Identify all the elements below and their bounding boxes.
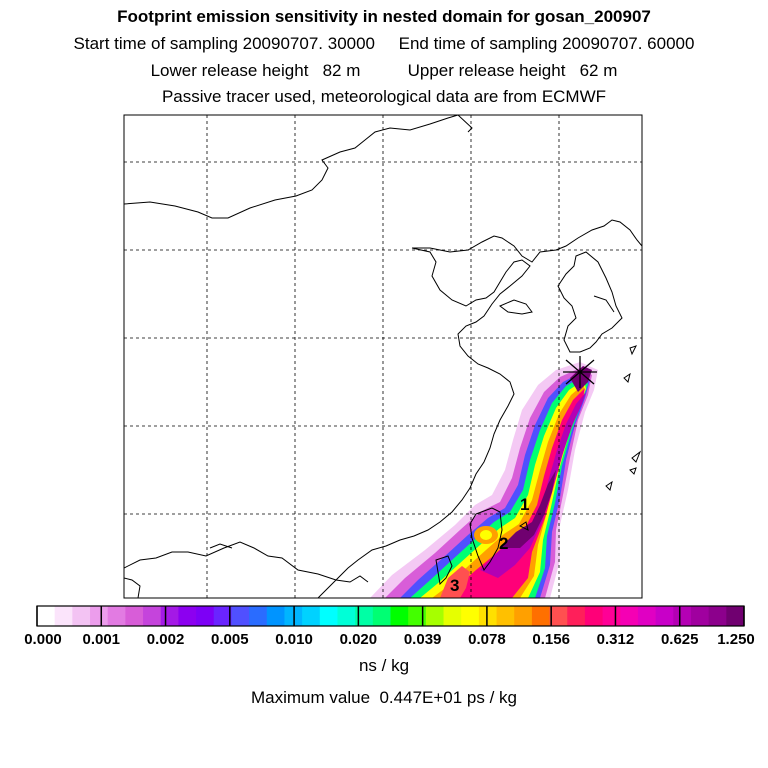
colorbar-swatch (602, 606, 621, 626)
colorbar-tick-label: 0.001 (82, 631, 121, 648)
coastlines (124, 115, 642, 598)
colorbar-swatch (196, 606, 215, 626)
colorbar-swatch (319, 606, 338, 626)
plume-core-dark (500, 470, 556, 548)
colorbar-swatch (337, 606, 356, 626)
colorbar-swatch (302, 606, 321, 626)
colorbar-unit: ns / kg (358, 656, 410, 675)
colorbar-swatch (637, 606, 657, 626)
colorbar-swatch (37, 606, 56, 626)
colorbar-swatch (408, 606, 427, 626)
colorbar-swatch (531, 606, 551, 626)
colorbar-swatch (620, 606, 639, 626)
colorbar-swatch (72, 606, 91, 626)
colorbar-swatch (390, 606, 409, 626)
colorbar-swatch (673, 606, 692, 626)
colorbar-swatch (178, 606, 197, 626)
receptor-marker (563, 356, 597, 388)
colorbar-swatch (443, 606, 462, 626)
sampling-times: Start time of sampling 20090707. 30000 E… (73, 34, 695, 53)
colorbar-swatch (143, 606, 162, 626)
colorbar-swatch (461, 606, 480, 626)
colorbar-swatch (567, 606, 586, 626)
colorbar-tick-label: 0.005 (211, 631, 249, 648)
colorbar-swatch (425, 606, 445, 626)
map-label-1: 1 (520, 495, 529, 514)
colorbar-swatch (266, 606, 285, 626)
plume-south-hotspot (440, 566, 470, 598)
colorbar-tick-label: 0.156 (532, 631, 570, 648)
colorbar-swatch (125, 606, 144, 626)
colorbar-tick-label: 0.312 (596, 631, 635, 648)
colorbar-tick-label: 0.020 (339, 631, 378, 648)
colorbar (37, 606, 745, 626)
colorbar-swatch (90, 606, 109, 626)
map-label-3: 3 (450, 576, 459, 595)
colorbar-swatch (584, 606, 604, 626)
colorbar-swatch (655, 606, 674, 626)
maximum-value: Maximum value 0.447E+01 ps / kg (251, 688, 517, 707)
plot-title: Footprint emission sensitivity in nested… (117, 7, 651, 26)
colorbar-swatch (496, 606, 515, 626)
colorbar-swatch (160, 606, 179, 626)
colorbar-swatch (355, 606, 374, 626)
colorbar-tick-label: 0.010 (275, 631, 313, 648)
plume-layer-green (410, 376, 588, 598)
colorbar-swatch (478, 606, 498, 626)
footprint-plume (370, 362, 598, 598)
colorbar-swatch (372, 606, 391, 626)
colorbar-swatch (690, 606, 710, 626)
colorbar-tick-label: 0.002 (146, 631, 185, 648)
colorbar-swatch (249, 606, 268, 626)
colorbar-swatch (54, 606, 73, 626)
colorbar-tick-label: 1.250 (717, 631, 755, 648)
colorbar-swatch (726, 606, 745, 626)
release-heights: Lower release height 82 m Upper release … (150, 61, 618, 80)
colorbar-tick-label: 0.000 (24, 631, 62, 648)
colorbar-swatch (107, 606, 126, 626)
colorbar-tick-label: 0.625 (660, 631, 699, 648)
colorbar-swatch (514, 606, 533, 626)
grid-lines (124, 115, 642, 598)
colorbar-swatch (549, 606, 568, 626)
plume-core (480, 392, 586, 578)
tracer-info: Passive tracer used, meteorological data… (161, 87, 607, 106)
map-frame (123, 114, 643, 599)
colorbar-tick-label: 0.078 (468, 631, 506, 648)
colorbar-tick-label: 0.039 (403, 631, 442, 648)
colorbar-swatch (708, 606, 727, 626)
map-label-2: 2 (499, 534, 508, 553)
colorbar-swatch (231, 606, 250, 626)
colorbar-swatch (213, 606, 232, 626)
